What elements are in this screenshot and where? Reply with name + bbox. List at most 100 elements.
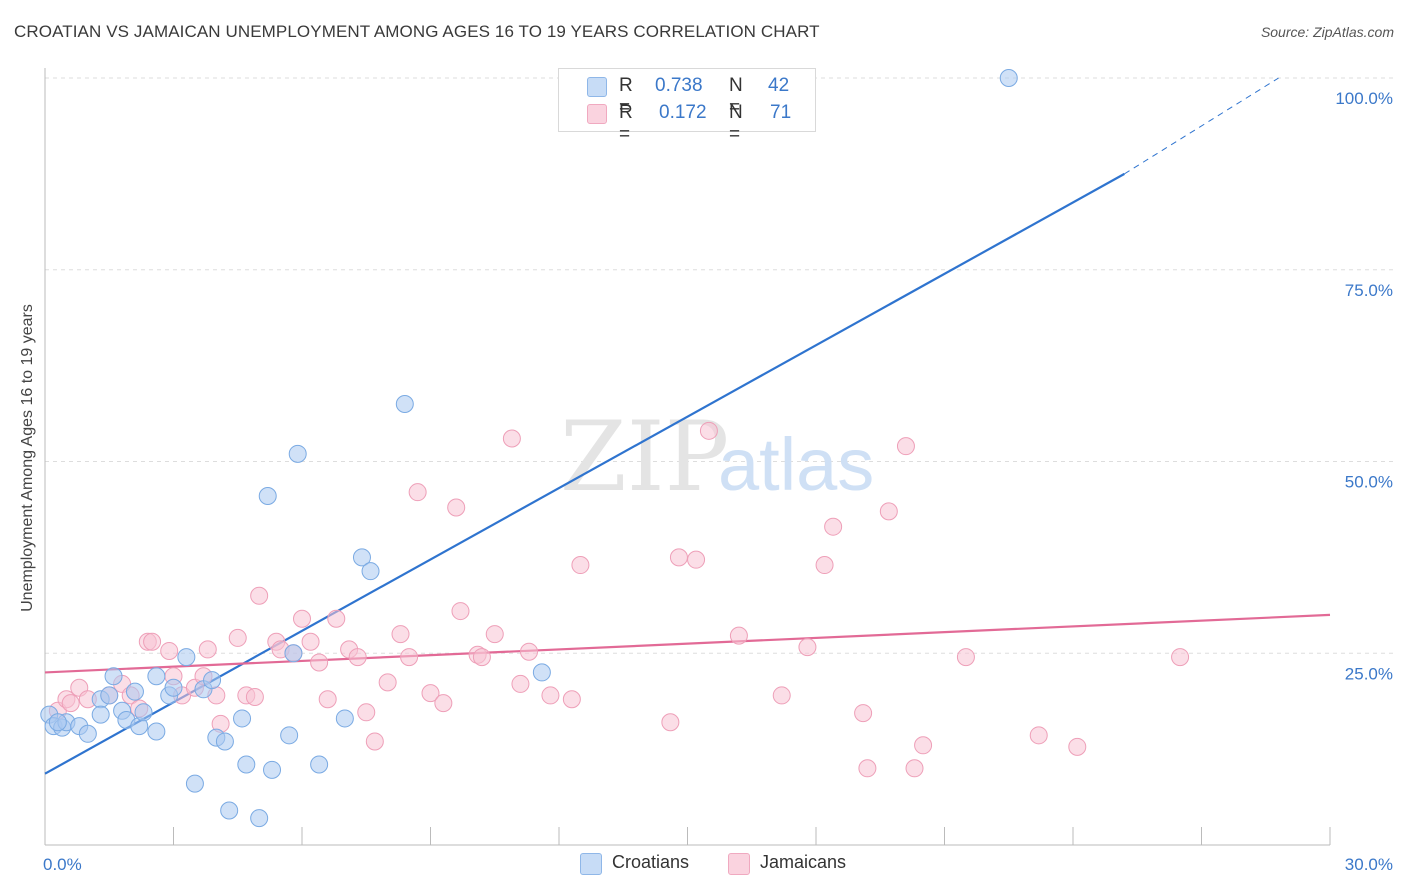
croatians-point [147, 667, 166, 686]
n-value: 71 [770, 102, 792, 123]
chart-title: CROATIAN VS JAMAICAN UNEMPLOYMENT AMONG … [14, 22, 820, 41]
jamaicans-point [391, 625, 410, 644]
croatians-point [78, 724, 97, 743]
croatians-swatch [587, 77, 607, 97]
jamaicans-point [511, 674, 530, 693]
croatians-point [134, 703, 153, 722]
jamaicans-point [143, 632, 162, 651]
axes [44, 68, 1331, 846]
r-label: R = [619, 75, 633, 118]
croatians-point [335, 709, 354, 728]
croatians-point [125, 682, 144, 701]
jamaicans-point [365, 732, 384, 751]
jamaicans-point [318, 690, 337, 709]
jamaicans-point [250, 586, 269, 605]
n-label: N = [729, 75, 743, 118]
croatians-trend-extension [1124, 77, 1279, 175]
n-value: 42 [768, 75, 790, 96]
jamaicans-point [408, 483, 427, 502]
croatians-point [147, 722, 166, 741]
jamaicans-point [348, 648, 367, 667]
n-label: N = [729, 102, 743, 145]
croatians-point [220, 801, 239, 820]
croatians-point [164, 678, 183, 697]
y-tick-label: 75.0% [1345, 281, 1393, 300]
jamaicans-point [520, 642, 539, 661]
jamaicans-swatch [587, 104, 607, 124]
jamaicans-point [1171, 648, 1190, 667]
data-points [40, 69, 1190, 828]
croatians-point [48, 713, 67, 732]
jamaicans-point [854, 704, 873, 723]
jamaicans-point [879, 502, 898, 521]
croatians-point [91, 705, 110, 724]
croatians-point [233, 709, 252, 728]
y-tick-label: 25.0% [1345, 664, 1393, 683]
x-tick-label: 0.0% [43, 855, 82, 874]
croatians-point [395, 394, 414, 413]
grid-lines [45, 77, 1394, 654]
jamaicans-point [472, 648, 491, 667]
jamaicans-point [61, 694, 80, 713]
jamaicans-point [485, 625, 504, 644]
r-value: 0.172 [659, 102, 707, 123]
jamaicans-trend-line [44, 613, 1331, 674]
jamaicans-point [661, 713, 680, 732]
jamaicans-point [815, 556, 834, 575]
jamaicans-point [896, 437, 915, 456]
jamaicans-point [914, 736, 933, 755]
croatians-point [532, 663, 551, 682]
jamaicans-point [699, 421, 718, 440]
jamaicans-point [293, 609, 311, 628]
croatians-point [361, 562, 380, 581]
jamaicans-point [451, 602, 470, 621]
jamaicans-point [434, 694, 453, 713]
jamaicans-point [301, 632, 320, 651]
jamaicans-point [245, 687, 264, 706]
jamaicans-point [378, 673, 397, 692]
jamaicans-point [669, 548, 688, 567]
croatians-point [284, 644, 303, 663]
jamaicans-point [327, 609, 346, 628]
croatians-point [215, 732, 234, 751]
croatians-point [999, 69, 1018, 87]
croatians-point [352, 548, 371, 567]
jamaicans-point [571, 556, 590, 575]
trend-lines [44, 77, 1331, 775]
croatians-point [258, 487, 277, 506]
jamaicans-point [447, 498, 466, 517]
jamaicans-legend-label: Jamaicans [760, 852, 847, 872]
jamaicans-point [1068, 737, 1087, 756]
jamaicans-point [729, 626, 748, 645]
croatians-trend-line [44, 172, 1125, 775]
jamaicans-point [502, 429, 521, 448]
watermark-atlas: atlas [718, 423, 874, 506]
jamaicans-point [310, 653, 329, 672]
croatians-legend-swatch [580, 853, 602, 875]
jamaicans-point [824, 517, 843, 536]
jamaicans-point [687, 550, 706, 569]
jamaicans-point [228, 628, 247, 647]
watermark: ZIP atlas [560, 401, 874, 513]
y-tick-label: 50.0% [1345, 473, 1393, 492]
source-label: Source: ZipAtlas.com [1260, 24, 1394, 40]
croatians-legend-label: Croatians [612, 852, 690, 872]
jamaicans-point [198, 640, 217, 659]
y-axis-label: Unemployment Among Ages 16 to 19 years [19, 304, 36, 612]
croatians-point [185, 774, 204, 793]
y-tick-label: 100.0% [1335, 89, 1393, 108]
r-value: 0.738 [655, 75, 703, 96]
jamaicans-point [160, 641, 179, 660]
croatians-point [237, 755, 256, 774]
croatians-point [203, 671, 222, 690]
croatians-point [177, 648, 196, 667]
jamaicans-point [772, 686, 791, 705]
croatians-point [263, 760, 282, 779]
jamaicans-point [562, 690, 581, 709]
jamaicans-point [956, 648, 975, 667]
jamaicans-point [858, 759, 877, 778]
jamaicans-point [798, 638, 817, 657]
croatians-point [310, 755, 329, 774]
croatians-point [100, 686, 119, 705]
